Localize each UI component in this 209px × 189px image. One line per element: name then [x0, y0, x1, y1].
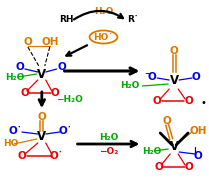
Text: O˙: O˙ [59, 126, 73, 136]
Text: O: O [192, 72, 200, 82]
Text: OH: OH [189, 126, 207, 136]
Text: O: O [155, 162, 164, 172]
Text: R˙: R˙ [127, 15, 138, 23]
Text: O: O [163, 116, 172, 126]
Text: OH: OH [41, 37, 59, 47]
Text: H₂O: H₂O [120, 81, 139, 91]
Text: O˙: O˙ [9, 126, 23, 136]
Text: V: V [37, 130, 46, 143]
Text: O: O [194, 151, 203, 161]
Text: V: V [169, 140, 179, 153]
Text: O˙: O˙ [50, 151, 64, 161]
Text: O: O [148, 72, 157, 82]
Text: O: O [170, 46, 178, 56]
Text: −: − [144, 70, 151, 78]
Text: O: O [18, 151, 26, 161]
Text: HO˙: HO˙ [94, 33, 113, 42]
Text: O: O [20, 88, 29, 98]
Text: O: O [185, 162, 194, 172]
Text: O: O [15, 62, 24, 72]
Text: O: O [57, 62, 66, 72]
Text: O: O [23, 37, 32, 47]
Text: −H₂O: −H₂O [56, 95, 83, 105]
Text: −O₂: −O₂ [99, 146, 118, 156]
Text: O: O [37, 112, 46, 122]
Text: O: O [185, 96, 194, 106]
Text: H₂O: H₂O [5, 73, 24, 81]
Text: H₂O: H₂O [94, 6, 113, 15]
Text: H₂O: H₂O [142, 146, 162, 156]
Text: HO: HO [3, 139, 18, 149]
Text: H₂O: H₂O [99, 132, 118, 142]
Text: •: • [200, 98, 206, 108]
Text: O: O [153, 96, 162, 106]
Text: RH: RH [59, 15, 74, 23]
Text: V: V [169, 74, 179, 88]
Text: O: O [50, 88, 59, 98]
Text: V: V [37, 67, 46, 81]
